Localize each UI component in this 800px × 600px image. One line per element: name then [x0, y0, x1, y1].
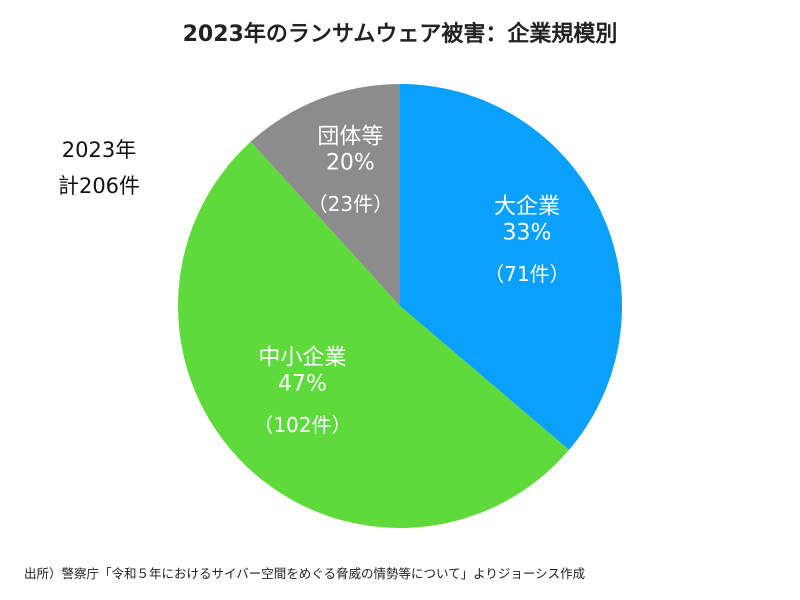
- slice-percent-large-enterprise: 33%: [503, 220, 552, 245]
- slice-label-organizations: 団体等: [317, 125, 383, 150]
- pie-slice-organizations: [250, 84, 400, 306]
- slice-label-large-enterprise: 大企業: [494, 194, 560, 219]
- source-note: 出所）警察庁「令和５年におけるサイバー空間をめぐる脅威の情勢等について」よりジョ…: [24, 566, 586, 581]
- total-count-label: 2023年 計206件: [54, 132, 144, 204]
- slice-count-large-enterprise: （71件）: [484, 262, 569, 286]
- slice-count-sme: （102件）: [253, 413, 351, 437]
- pie-slice-large-enterprise: [400, 84, 623, 450]
- chart-title: 2023年のランサムウェア被害：企業規模別: [182, 22, 618, 47]
- slice-count-organizations: （23件）: [308, 192, 393, 216]
- slice-label-sme: 中小企業: [258, 345, 346, 370]
- total-count: 計206件: [57, 174, 141, 198]
- total-year: 2023年: [61, 138, 137, 162]
- slice-percent-organizations: 20%: [326, 151, 375, 176]
- slice-percent-sme: 47%: [278, 371, 327, 396]
- pie-slice-sme: [178, 141, 570, 529]
